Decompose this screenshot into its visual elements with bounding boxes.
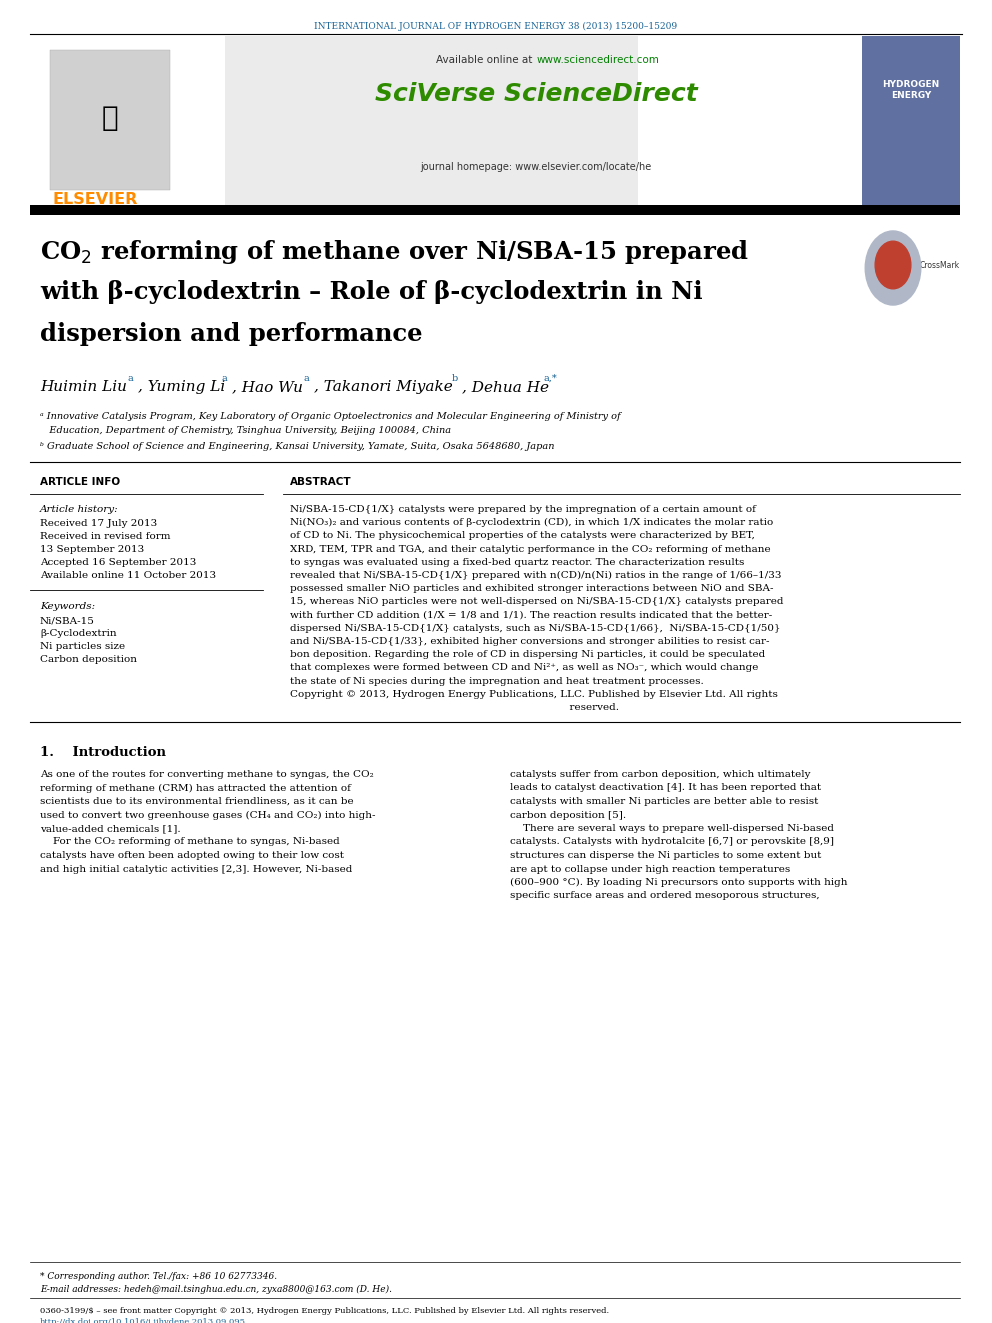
- Text: b: b: [452, 374, 458, 382]
- Text: a,*: a,*: [544, 374, 558, 382]
- Text: scientists due to its environmental friendliness, as it can be: scientists due to its environmental frie…: [40, 796, 353, 806]
- Text: leads to catalyst deactivation [4]. It has been reported that: leads to catalyst deactivation [4]. It h…: [510, 783, 821, 792]
- Text: catalysts. Catalysts with hydrotalcite [6,7] or perovskite [8,9]: catalysts. Catalysts with hydrotalcite […: [510, 837, 834, 847]
- Text: CrossMark: CrossMark: [920, 262, 960, 270]
- Text: dispersion and performance: dispersion and performance: [40, 321, 423, 347]
- Text: possessed smaller NiO particles and exhibited stronger interactions between NiO : possessed smaller NiO particles and exhi…: [290, 585, 774, 593]
- Text: E-mail addresses: hedeh@mail.tsinghua.edu.cn, zyxa8800@163.com (D. He).: E-mail addresses: hedeh@mail.tsinghua.ed…: [40, 1285, 392, 1294]
- Text: of CD to Ni. The physicochemical properties of the catalysts were characterized : of CD to Ni. The physicochemical propert…: [290, 532, 755, 540]
- Bar: [30, 205, 960, 216]
- Text: journal homepage: www.elsevier.com/locate/he: journal homepage: www.elsevier.com/locat…: [421, 161, 652, 172]
- Text: For the CO₂ reforming of methane to syngas, Ni-based: For the CO₂ reforming of methane to syng…: [40, 837, 339, 847]
- Text: to syngas was evaluated using a fixed-bed quartz reactor. The characterization r: to syngas was evaluated using a fixed-be…: [290, 558, 744, 566]
- Text: Available online 11 October 2013: Available online 11 October 2013: [40, 572, 216, 579]
- Text: carbon deposition [5].: carbon deposition [5].: [510, 811, 626, 819]
- Text: value-added chemicals [1].: value-added chemicals [1].: [40, 824, 181, 833]
- Text: As one of the routes for converting methane to syngas, the CO₂: As one of the routes for converting meth…: [40, 770, 374, 779]
- Text: Ni(NO₃)₂ and various contents of β-cyclodextrin (CD), in which 1/X indicates the: Ni(NO₃)₂ and various contents of β-cyclo…: [290, 519, 773, 528]
- Text: , Yuming Li: , Yuming Li: [138, 380, 225, 394]
- Text: a: a: [128, 374, 134, 382]
- Text: reforming of methane (CRM) has attracted the attention of: reforming of methane (CRM) has attracted…: [40, 783, 351, 792]
- Text: www.sciencedirect.com: www.sciencedirect.com: [537, 56, 660, 65]
- Text: SciVerse ScienceDirect: SciVerse ScienceDirect: [375, 82, 697, 106]
- Circle shape: [865, 232, 921, 306]
- Text: Education, Department of Chemistry, Tsinghua University, Beijing 100084, China: Education, Department of Chemistry, Tsin…: [40, 426, 451, 435]
- Text: HYDROGEN
ENERGY: HYDROGEN ENERGY: [882, 79, 939, 101]
- Text: 13 September 2013: 13 September 2013: [40, 545, 144, 554]
- Text: with β-cyclodextrin – Role of β-cyclodextrin in Ni: with β-cyclodextrin – Role of β-cyclodex…: [40, 280, 702, 304]
- Text: catalysts with smaller Ni particles are better able to resist: catalysts with smaller Ni particles are …: [510, 796, 818, 806]
- Text: There are several ways to prepare well-dispersed Ni-based: There are several ways to prepare well-d…: [510, 824, 834, 833]
- Text: 1.    Introduction: 1. Introduction: [40, 746, 166, 759]
- Text: Ni/SBA-15-CD{1/X} catalysts were prepared by the impregnation of a certain amoun: Ni/SBA-15-CD{1/X} catalysts were prepare…: [290, 505, 756, 515]
- Text: ELSEVIER: ELSEVIER: [52, 192, 137, 206]
- Text: with further CD addition (1/X = 1/8 and 1/1). The reaction results indicated tha: with further CD addition (1/X = 1/8 and …: [290, 611, 772, 619]
- Text: used to convert two greenhouse gases (CH₄ and CO₂) into high-: used to convert two greenhouse gases (CH…: [40, 811, 376, 820]
- Text: , Hao Wu: , Hao Wu: [232, 380, 303, 394]
- Text: ARTICLE INFO: ARTICLE INFO: [40, 478, 120, 487]
- Text: Received in revised form: Received in revised form: [40, 532, 171, 541]
- Bar: [50, 50, 170, 191]
- Text: (600–900 °C). By loading Ni precursors onto supports with high: (600–900 °C). By loading Ni precursors o…: [510, 878, 847, 888]
- Text: β-Cyclodextrin: β-Cyclodextrin: [40, 628, 117, 638]
- Text: the state of Ni species during the impregnation and heat treatment processes.: the state of Ni species during the impre…: [290, 676, 703, 685]
- Text: specific surface areas and ordered mesoporous structures,: specific surface areas and ordered mesop…: [510, 892, 819, 901]
- Text: a: a: [222, 374, 228, 382]
- Text: Accepted 16 September 2013: Accepted 16 September 2013: [40, 558, 196, 568]
- Text: and Ni/SBA-15-CD{1/33}, exhibited higher conversions and stronger abilities to r: and Ni/SBA-15-CD{1/33}, exhibited higher…: [290, 636, 770, 646]
- Text: Available online at: Available online at: [436, 56, 536, 65]
- Text: Huimin Liu: Huimin Liu: [40, 380, 127, 394]
- Text: ᵃ Innovative Catalysis Program, Key Laboratory of Organic Optoelectronics and Mo: ᵃ Innovative Catalysis Program, Key Labo…: [40, 411, 621, 421]
- Text: catalysts have often been adopted owing to their low cost: catalysts have often been adopted owing …: [40, 851, 344, 860]
- Text: CO$_2$ reforming of methane over Ni/SBA-15 prepared: CO$_2$ reforming of methane over Ni/SBA-…: [40, 238, 749, 266]
- Text: INTERNATIONAL JOURNAL OF HYDROGEN ENERGY 38 (2013) 15200–15209: INTERNATIONAL JOURNAL OF HYDROGEN ENERGY…: [314, 22, 678, 32]
- Bar: [862, 36, 960, 205]
- Bar: [225, 36, 638, 205]
- Text: Copyright © 2013, Hydrogen Energy Publications, LLC. Published by Elsevier Ltd. : Copyright © 2013, Hydrogen Energy Public…: [290, 689, 778, 699]
- Text: Received 17 July 2013: Received 17 July 2013: [40, 519, 158, 528]
- Text: 0360-3199/$ – see front matter Copyright © 2013, Hydrogen Energy Publications, L: 0360-3199/$ – see front matter Copyright…: [40, 1307, 609, 1315]
- Text: , Takanori Miyake: , Takanori Miyake: [314, 380, 452, 394]
- Text: Ni/SBA-15: Ni/SBA-15: [40, 617, 95, 624]
- Text: reserved.: reserved.: [290, 703, 619, 712]
- Text: and high initial catalytic activities [2,3]. However, Ni-based: and high initial catalytic activities [2…: [40, 864, 352, 873]
- Text: 15, whereas NiO particles were not well-dispersed on Ni/SBA-15-CD{1/X} catalysts: 15, whereas NiO particles were not well-…: [290, 598, 784, 606]
- Text: Keywords:: Keywords:: [40, 602, 95, 611]
- Text: ABSTRACT: ABSTRACT: [290, 478, 351, 487]
- Text: Ni particles size: Ni particles size: [40, 642, 125, 651]
- Bar: [30, 36, 222, 205]
- Circle shape: [875, 241, 911, 288]
- Text: 🌿: 🌿: [102, 105, 118, 132]
- Text: revealed that Ni/SBA-15-CD{1/X} prepared with n(CD)/n(Ni) ratios in the range of: revealed that Ni/SBA-15-CD{1/X} prepared…: [290, 572, 782, 579]
- Text: , Dehua He: , Dehua He: [462, 380, 549, 394]
- Text: http://dx.doi.org/10.1016/j.ijhydene.2013.09.095: http://dx.doi.org/10.1016/j.ijhydene.201…: [40, 1318, 246, 1323]
- Text: are apt to collapse under high reaction temperatures: are apt to collapse under high reaction …: [510, 864, 791, 873]
- Text: catalysts suffer from carbon deposition, which ultimately: catalysts suffer from carbon deposition,…: [510, 770, 810, 779]
- Text: structures can disperse the Ni particles to some extent but: structures can disperse the Ni particles…: [510, 851, 821, 860]
- Text: * Corresponding author. Tel./fax: +86 10 62773346.: * Corresponding author. Tel./fax: +86 10…: [40, 1271, 277, 1281]
- Text: ᵇ Graduate School of Science and Engineering, Kansai University, Yamate, Suita, : ᵇ Graduate School of Science and Enginee…: [40, 442, 555, 451]
- Text: XRD, TEM, TPR and TGA, and their catalytic performance in the CO₂ reforming of m: XRD, TEM, TPR and TGA, and their catalyt…: [290, 545, 771, 553]
- Text: bon deposition. Regarding the role of CD in dispersing Ni particles, it could be: bon deposition. Regarding the role of CD…: [290, 650, 765, 659]
- Text: Article history:: Article history:: [40, 505, 119, 515]
- Text: Carbon deposition: Carbon deposition: [40, 655, 137, 664]
- Text: that complexes were formed between CD and Ni²⁺, as well as NO₃⁻, which would cha: that complexes were formed between CD an…: [290, 663, 758, 672]
- Text: dispersed Ni/SBA-15-CD{1/X} catalysts, such as Ni/SBA-15-CD{1/66},  Ni/SBA-15-CD: dispersed Ni/SBA-15-CD{1/X} catalysts, s…: [290, 624, 781, 632]
- Text: a: a: [304, 374, 310, 382]
